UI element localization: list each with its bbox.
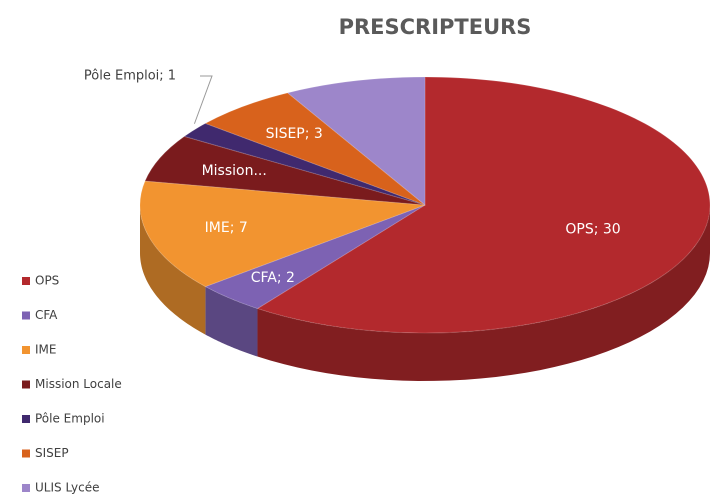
legend-swatch	[22, 346, 30, 354]
slice	[183, 122, 426, 206]
leader-line	[193, 75, 213, 124]
slice	[204, 204, 426, 310]
legend-label: IME	[35, 343, 56, 357]
slice	[139, 180, 426, 288]
legend-label: OPS	[35, 274, 59, 288]
data-label: IME; 7	[205, 220, 248, 236]
legend-label: Pôle Emploi	[35, 412, 105, 426]
legend-swatch	[22, 415, 30, 423]
slice-side	[257, 205, 710, 381]
data-label: Pôle Emploi; 1	[84, 69, 176, 84]
legend-label: Mission Locale	[35, 377, 122, 391]
slice	[286, 76, 426, 207]
slice-side	[205, 286, 258, 357]
chart-title: PRESCRIPTEURS	[339, 15, 532, 39]
legend-label: CFA	[35, 308, 58, 322]
legend-label: ULIS Lycée	[35, 481, 100, 495]
legend-label: SISEP	[35, 446, 69, 460]
legend-swatch	[22, 277, 30, 285]
slice	[204, 92, 426, 206]
data-label: Mission...	[202, 163, 267, 179]
slice	[256, 76, 711, 334]
legend-swatch	[22, 311, 30, 320]
legend-swatch	[22, 449, 30, 458]
data-label: OPS; 30	[565, 222, 620, 238]
data-label: SISEP; 3	[266, 126, 323, 142]
slice-side	[140, 205, 206, 335]
data-label: CFA; 2	[251, 270, 295, 286]
slice	[144, 135, 426, 206]
legend-swatch	[22, 484, 30, 492]
legend-swatch	[22, 380, 30, 389]
